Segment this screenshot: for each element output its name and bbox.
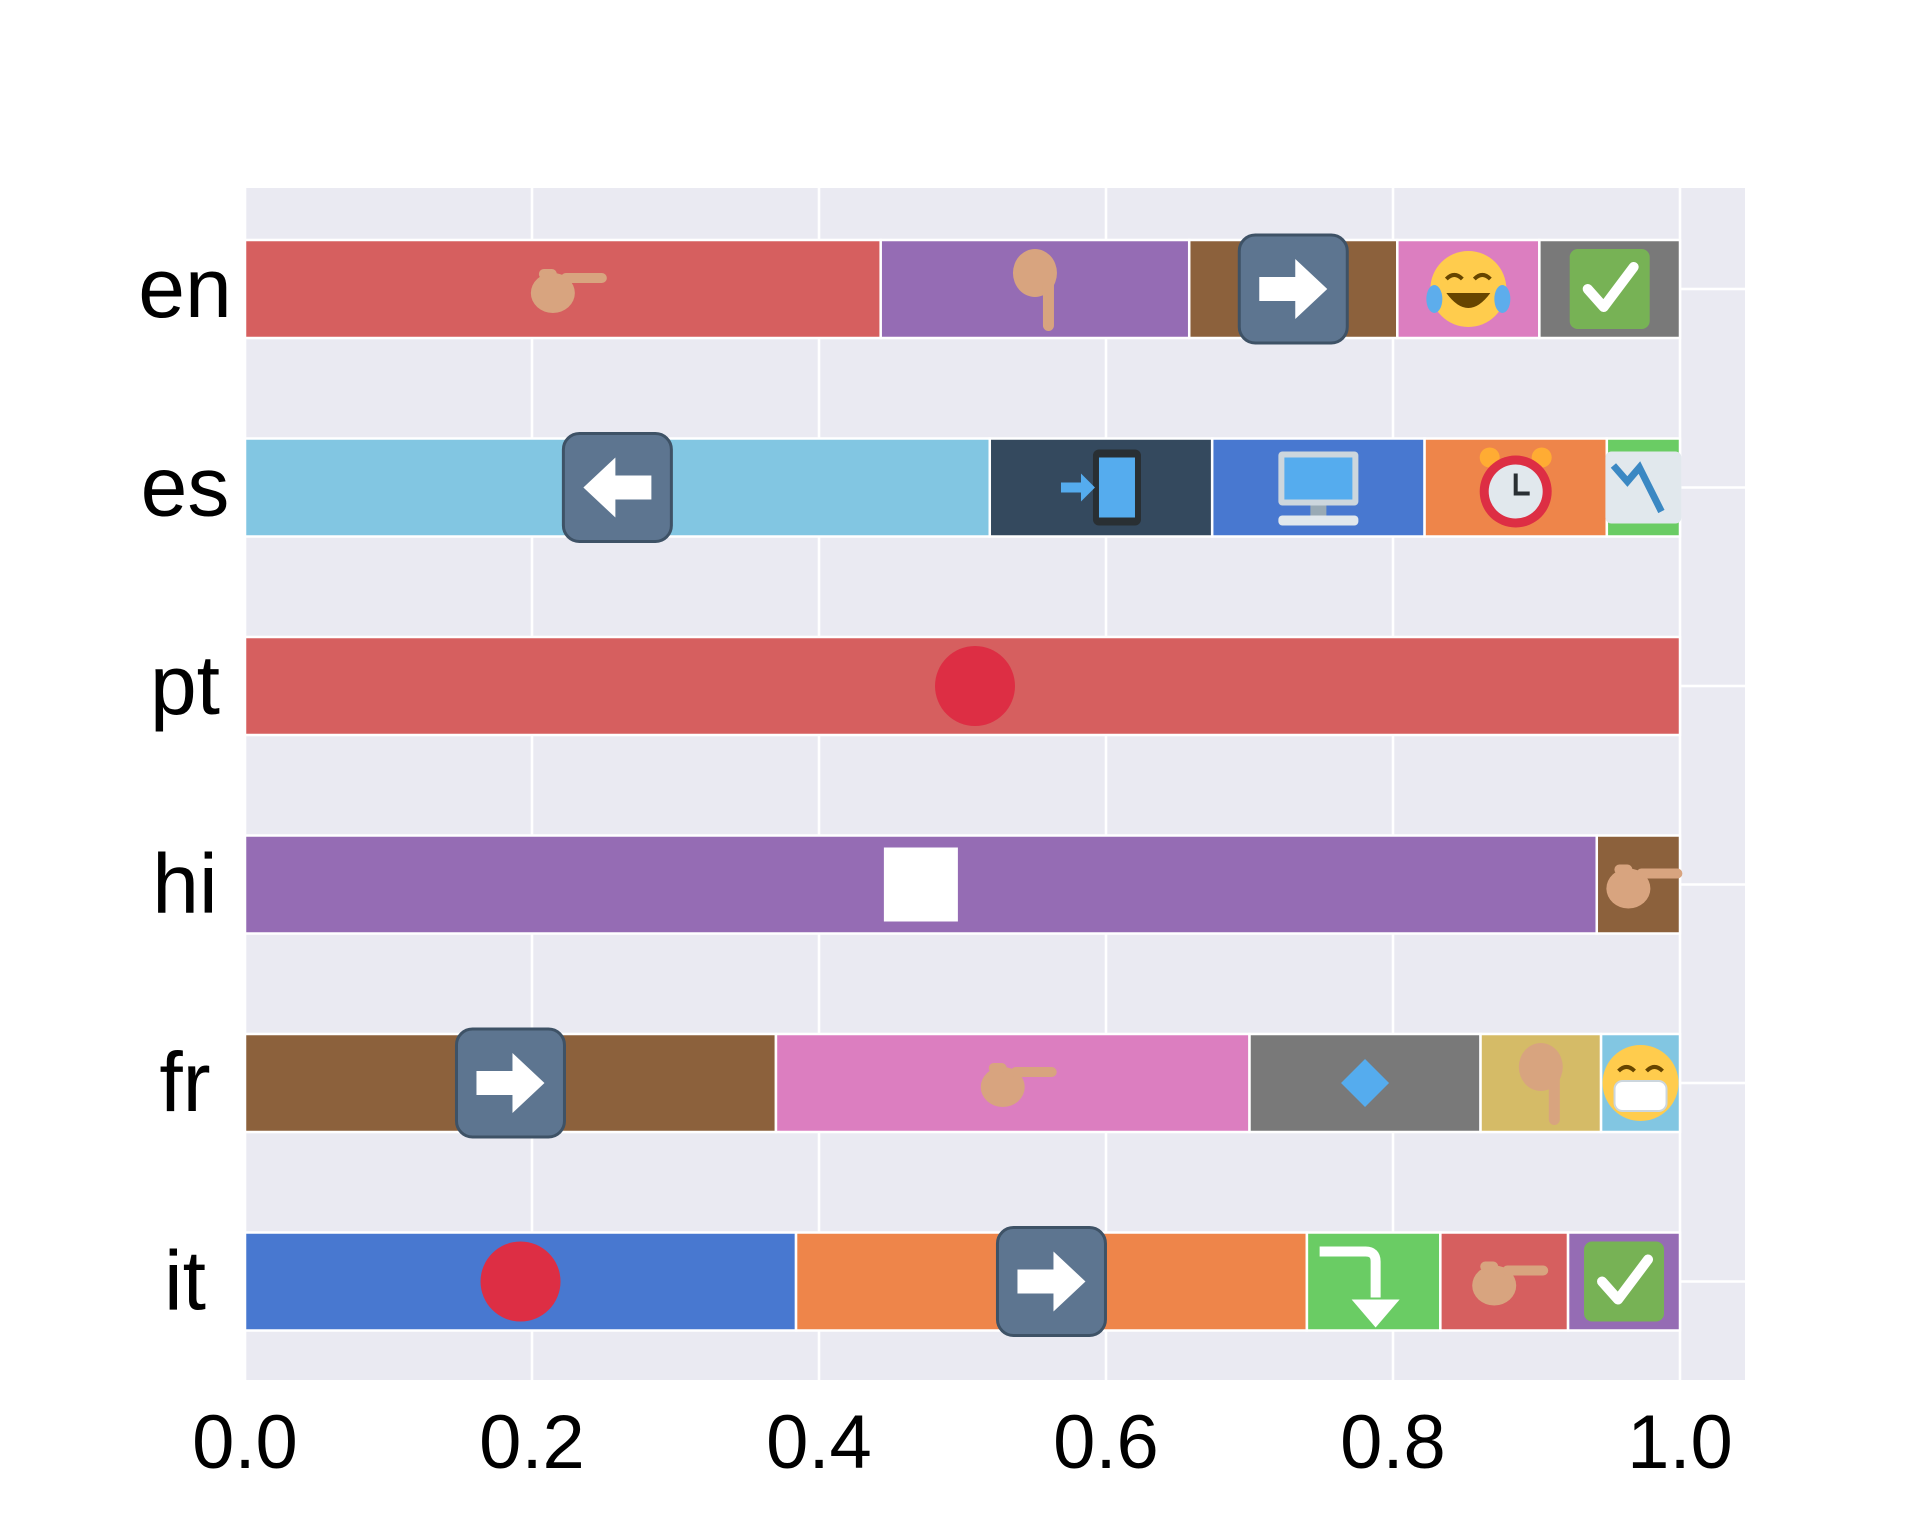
label-layer: en es pt hi fr it 0.0 0.2 0.4 0.6 0.8 1.0 [138,241,1733,1485]
backhand-index-pointing-right-icon [980,1063,1057,1107]
x-tick-label: 1.0 [1627,1400,1733,1485]
backhand-index-pointing-right-icon [530,269,607,313]
right-arrow-icon [995,1226,1107,1337]
white-square-icon [883,847,958,922]
y-tick-label: it [164,1234,206,1328]
left-arrow-icon [561,432,673,543]
right-arrow-curving-down-icon [1319,1246,1400,1328]
plot-background [245,188,1745,1380]
red-circle-icon [480,1241,561,1322]
check-mark-button-icon [1584,1241,1665,1322]
backhand-index-pointing-right-icon [1472,1261,1549,1306]
x-tick-label: 0.4 [766,1400,872,1485]
y-tick-label: es [141,440,230,534]
backhand-index-pointing-down-icon [1012,249,1057,331]
right-arrow-icon [454,1027,566,1139]
y-tick-label: hi [152,837,217,931]
x-tick-label: 0.6 [1053,1400,1159,1485]
icon-layer [454,233,1683,1337]
red-circle-icon [935,646,1015,726]
face-with-medical-mask-icon [1602,1045,1679,1121]
x-tick-label: 0.8 [1340,1400,1446,1485]
backhand-index-pointing-down-icon [1518,1043,1563,1125]
mobile-arrow-icon [1060,449,1141,526]
small-blue-diamond-icon [1341,1059,1390,1107]
face-with-tears-of-joy-icon [1426,251,1511,327]
desktop-computer-icon [1278,451,1359,526]
check-mark-button-icon [1569,249,1650,329]
right-arrow-icon [1237,233,1349,345]
alarm-clock-icon [1479,447,1552,528]
backhand-index-pointing-right-icon [1606,864,1683,909]
y-tick-label: pt [150,638,220,732]
chart-decreasing-icon [1605,451,1682,524]
y-tick-label: en [138,241,231,335]
bar-segment-fr-2 [774,1032,1251,1134]
x-tick-label: 0.2 [479,1400,585,1485]
x-tick-label: 0.0 [192,1400,298,1485]
y-tick-label: fr [159,1035,210,1129]
